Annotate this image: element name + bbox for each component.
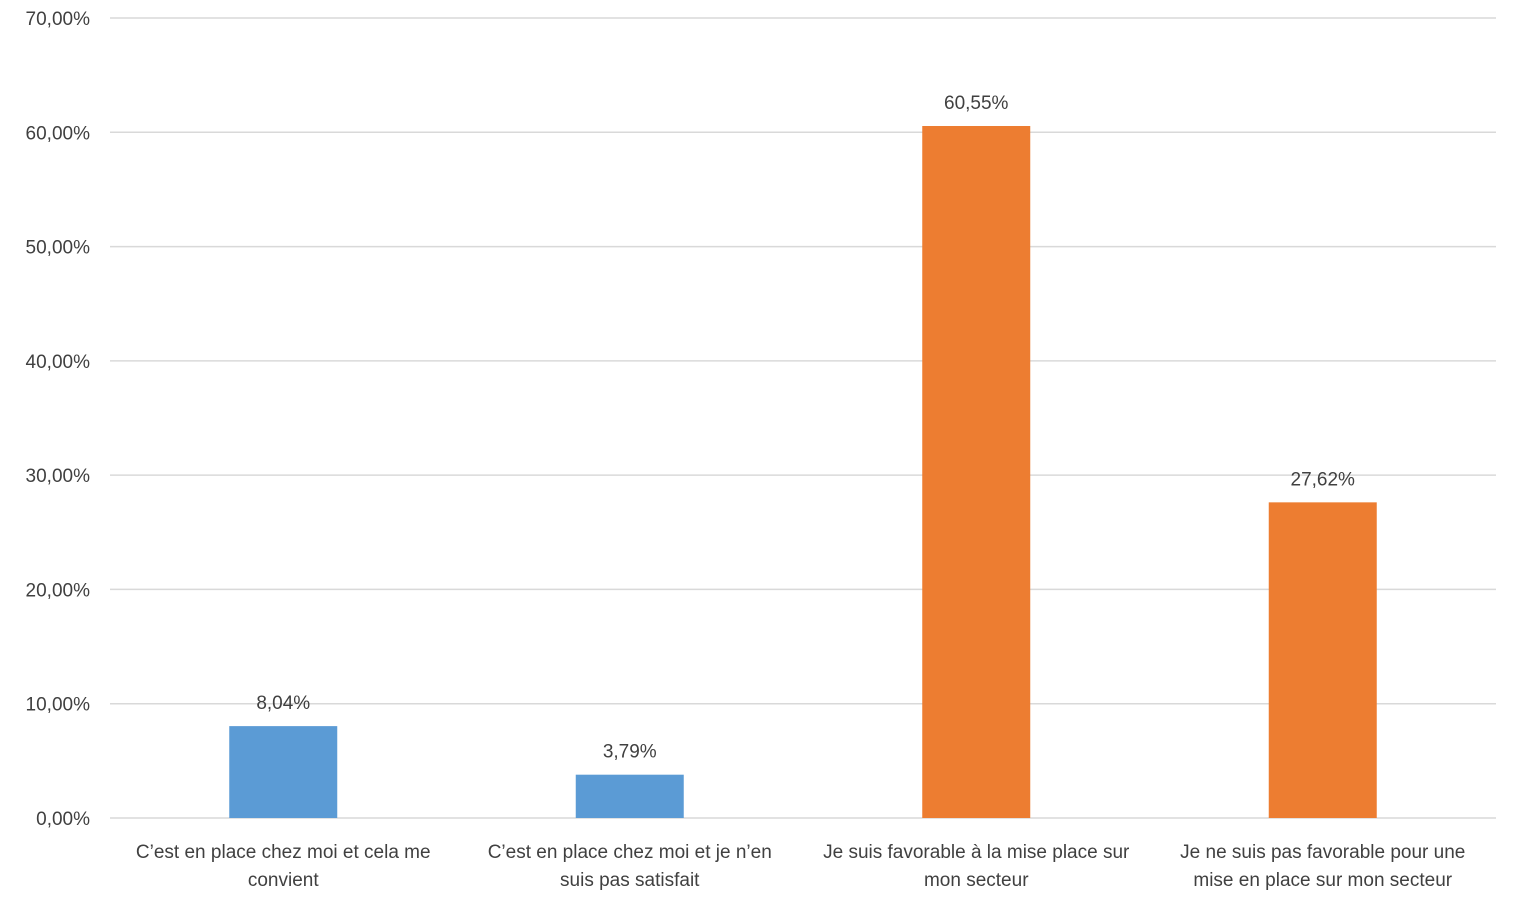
bar	[229, 726, 338, 818]
gridlines	[110, 17, 1496, 819]
data-label: 8,04%	[256, 693, 310, 714]
bar	[922, 126, 1031, 818]
y-tick-label: 30,00%	[26, 466, 91, 487]
y-tick-label: 20,00%	[26, 580, 91, 601]
y-tick-label: 10,00%	[26, 695, 91, 716]
x-category-label: suis pas satisfait	[560, 870, 700, 891]
bars	[229, 126, 1377, 818]
data-labels: 8,04% 3,79% 60,55% 27,62%	[256, 93, 1355, 763]
y-axis-tick-labels: 0,00% 10,00% 20,00% 30,00% 40,00% 50,00% 60,00…	[26, 9, 91, 830]
y-tick-label: 40,00%	[26, 352, 91, 373]
data-label: 60,55%	[944, 93, 1009, 114]
x-category-label: C’est en place chez moi et cela me	[136, 842, 431, 863]
x-category-label: mise en place sur mon secteur	[1193, 870, 1452, 891]
data-label: 27,62%	[1291, 469, 1356, 490]
y-tick-label: 70,00%	[26, 9, 91, 30]
y-tick-label: 0,00%	[36, 809, 90, 830]
bar	[1268, 502, 1377, 818]
y-tick-label: 50,00%	[26, 238, 91, 259]
x-axis-category-labels: C’est en place chez moi et cela me convie…	[136, 842, 1465, 891]
x-category-label: mon secteur	[924, 870, 1029, 891]
data-label: 3,79%	[603, 742, 657, 763]
x-category-label: C’est en place chez moi et je n’en	[488, 842, 772, 863]
y-tick-label: 60,00%	[26, 123, 91, 144]
x-category-label: Je suis favorable à la mise place sur	[823, 842, 1130, 863]
x-category-label: convient	[248, 870, 319, 891]
bar	[575, 774, 684, 818]
x-category-label: Je ne suis pas favorable pour une	[1180, 842, 1465, 863]
